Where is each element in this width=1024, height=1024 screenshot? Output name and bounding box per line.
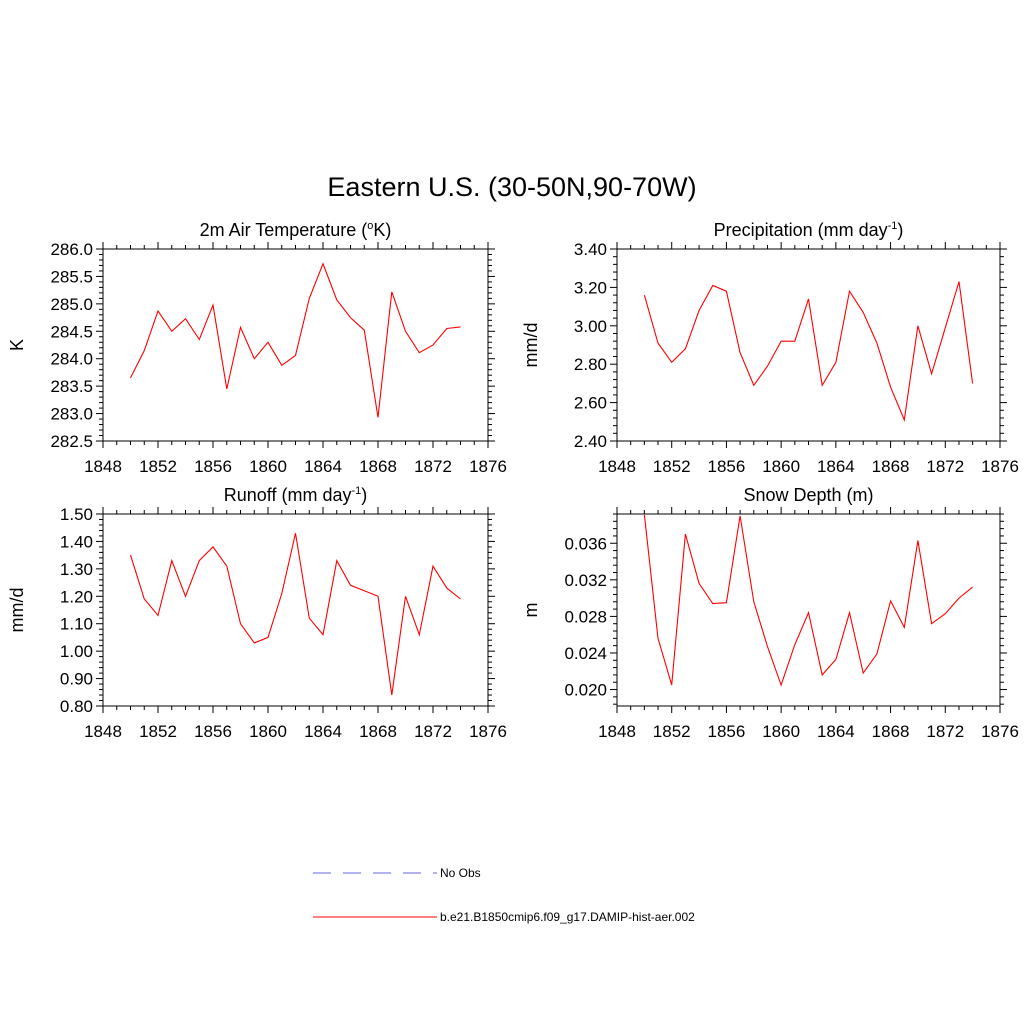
precipitation-series-line [643, 281, 974, 422]
panel-snow-depth: Snow Depth (m) m 1848 1852 1856 1860 1864 1868 1… [521, 485, 1019, 741]
air-temperature-title: 2m Air Temperature (oK) [200, 220, 392, 240]
runoff-xtick-label: 1864 [304, 722, 342, 741]
runoff-plot-frame [102, 513, 489, 707]
air-temperature-ytick-label: 285.0 [50, 295, 93, 314]
snow-depth-ytick-label: 0.036 [564, 534, 607, 553]
air-temperature-ylabel: K [7, 339, 27, 351]
runoff-ytick-label: 1.20 [60, 587, 93, 606]
air-temperature-plot-frame [102, 248, 489, 442]
snow-depth-ytick-label: 0.028 [564, 607, 607, 626]
runoff-title: Runoff (mm day-1) [224, 485, 368, 505]
air-temperature-ytick-label: 285.5 [50, 267, 93, 286]
runoff-ytick-label: 1.50 [60, 505, 93, 524]
snow-depth-xtick-label: 1868 [872, 722, 910, 741]
snow-depth-xtick-label: 1864 [817, 722, 855, 741]
snow-depth-xtick-label: 1860 [762, 722, 800, 741]
air-temperature-ytick-label: 283.5 [50, 377, 93, 396]
precipitation-ylabel: mm/d [521, 323, 541, 368]
snow-depth-xtick-label: 1852 [653, 722, 691, 741]
runoff-ylabel: mm/d [7, 588, 27, 633]
snow-depth-plot-frame [616, 513, 1001, 707]
runoff-xtick-label: 1856 [194, 722, 232, 741]
precipitation-title: Precipitation (mm day-1) [714, 220, 904, 240]
precipitation-ytick-label: 3.20 [574, 278, 607, 297]
air-temperature-xtick-label: 1856 [194, 457, 232, 476]
air-temperature-ytick-label: 283.0 [50, 405, 93, 424]
runoff-xtick-label: 1852 [139, 722, 177, 741]
precipitation-xtick-label: 1876 [981, 457, 1019, 476]
panel-air-temperature: 2m Air Temperature (oK) K 1848 1852 1856 1860… [7, 220, 507, 476]
snow-depth-xtick-label: 1848 [598, 722, 636, 741]
precipitation-xtick-label: 1856 [708, 457, 746, 476]
snow-depth-xtick-label: 1872 [926, 722, 964, 741]
snow-depth-title: Snow Depth (m) [743, 485, 873, 505]
runoff-xtick-label: 1872 [414, 722, 452, 741]
snow-depth-ylabel: m [521, 603, 541, 618]
air-temperature-xtick-label: 1868 [359, 457, 397, 476]
runoff-ytick-label: 1.00 [60, 642, 93, 661]
snow-depth-xtick-label: 1856 [708, 722, 746, 741]
snow-depth-ytick-label: 0.032 [564, 571, 607, 590]
runoff-series-line [129, 533, 461, 696]
air-temperature-ytick-label: 286.0 [50, 240, 93, 259]
precipitation-plot-frame [616, 248, 1001, 442]
snow-depth-ytick-label: 0.024 [564, 644, 607, 663]
snow-depth-series-line [643, 514, 973, 687]
snow-depth-ytick-label: 0.020 [564, 681, 607, 700]
legend-obs-label: No Obs [440, 866, 481, 880]
precipitation-xtick-label: 1848 [598, 457, 636, 476]
runoff-xtick-label: 1848 [84, 722, 122, 741]
air-temperature-xtick-label: 1876 [469, 457, 507, 476]
air-temperature-xtick-label: 1872 [414, 457, 452, 476]
precipitation-ytick-label: 3.00 [574, 317, 607, 336]
precipitation-ytick-label: 2.80 [574, 355, 607, 374]
air-temperature-xtick-label: 1860 [249, 457, 287, 476]
air-temperature-xtick-label: 1864 [304, 457, 342, 476]
panel-runoff: Runoff (mm day-1) mm/d 1848 1852 1856 1860 186… [7, 485, 507, 741]
air-temperature-xtick-label: 1852 [139, 457, 177, 476]
figure-title: Eastern U.S. (30-50N,90-70W) [327, 172, 696, 202]
precipitation-ytick-label: 2.60 [574, 394, 607, 413]
legend: No Obs b.e21.B1850cmip6.f09_g17.DAMIP-hi… [313, 866, 695, 924]
runoff-ytick-label: 1.30 [60, 560, 93, 579]
runoff-xtick-label: 1876 [469, 722, 507, 741]
precipitation-xtick-label: 1860 [762, 457, 800, 476]
panel-precipitation: Precipitation (mm day-1) mm/d 1848 1852 1856… [521, 220, 1019, 476]
precipitation-ytick-label: 2.40 [574, 432, 607, 451]
runoff-ytick-label: 1.40 [60, 532, 93, 551]
runoff-ytick-label: 1.10 [60, 615, 93, 634]
air-temperature-ytick-label: 282.5 [50, 432, 93, 451]
runoff-xtick-label: 1868 [359, 722, 397, 741]
legend-model-label: b.e21.B1850cmip6.f09_g17.DAMIP-hist-aer.… [440, 910, 695, 924]
snow-depth-xtick-label: 1876 [981, 722, 1019, 741]
precipitation-xtick-label: 1872 [926, 457, 964, 476]
precipitation-xtick-label: 1864 [817, 457, 855, 476]
precipitation-ytick-label: 3.40 [574, 240, 607, 259]
precipitation-xtick-label: 1868 [872, 457, 910, 476]
runoff-xtick-label: 1860 [249, 722, 287, 741]
runoff-ytick-label: 0.80 [60, 697, 93, 716]
air-temperature-ytick-label: 284.0 [50, 350, 93, 369]
runoff-ytick-label: 0.90 [60, 670, 93, 689]
air-temperature-xtick-label: 1848 [84, 457, 122, 476]
precipitation-xtick-label: 1852 [653, 457, 691, 476]
air-temperature-ytick-label: 284.5 [50, 322, 93, 341]
air-temperature-series-line [130, 262, 461, 418]
